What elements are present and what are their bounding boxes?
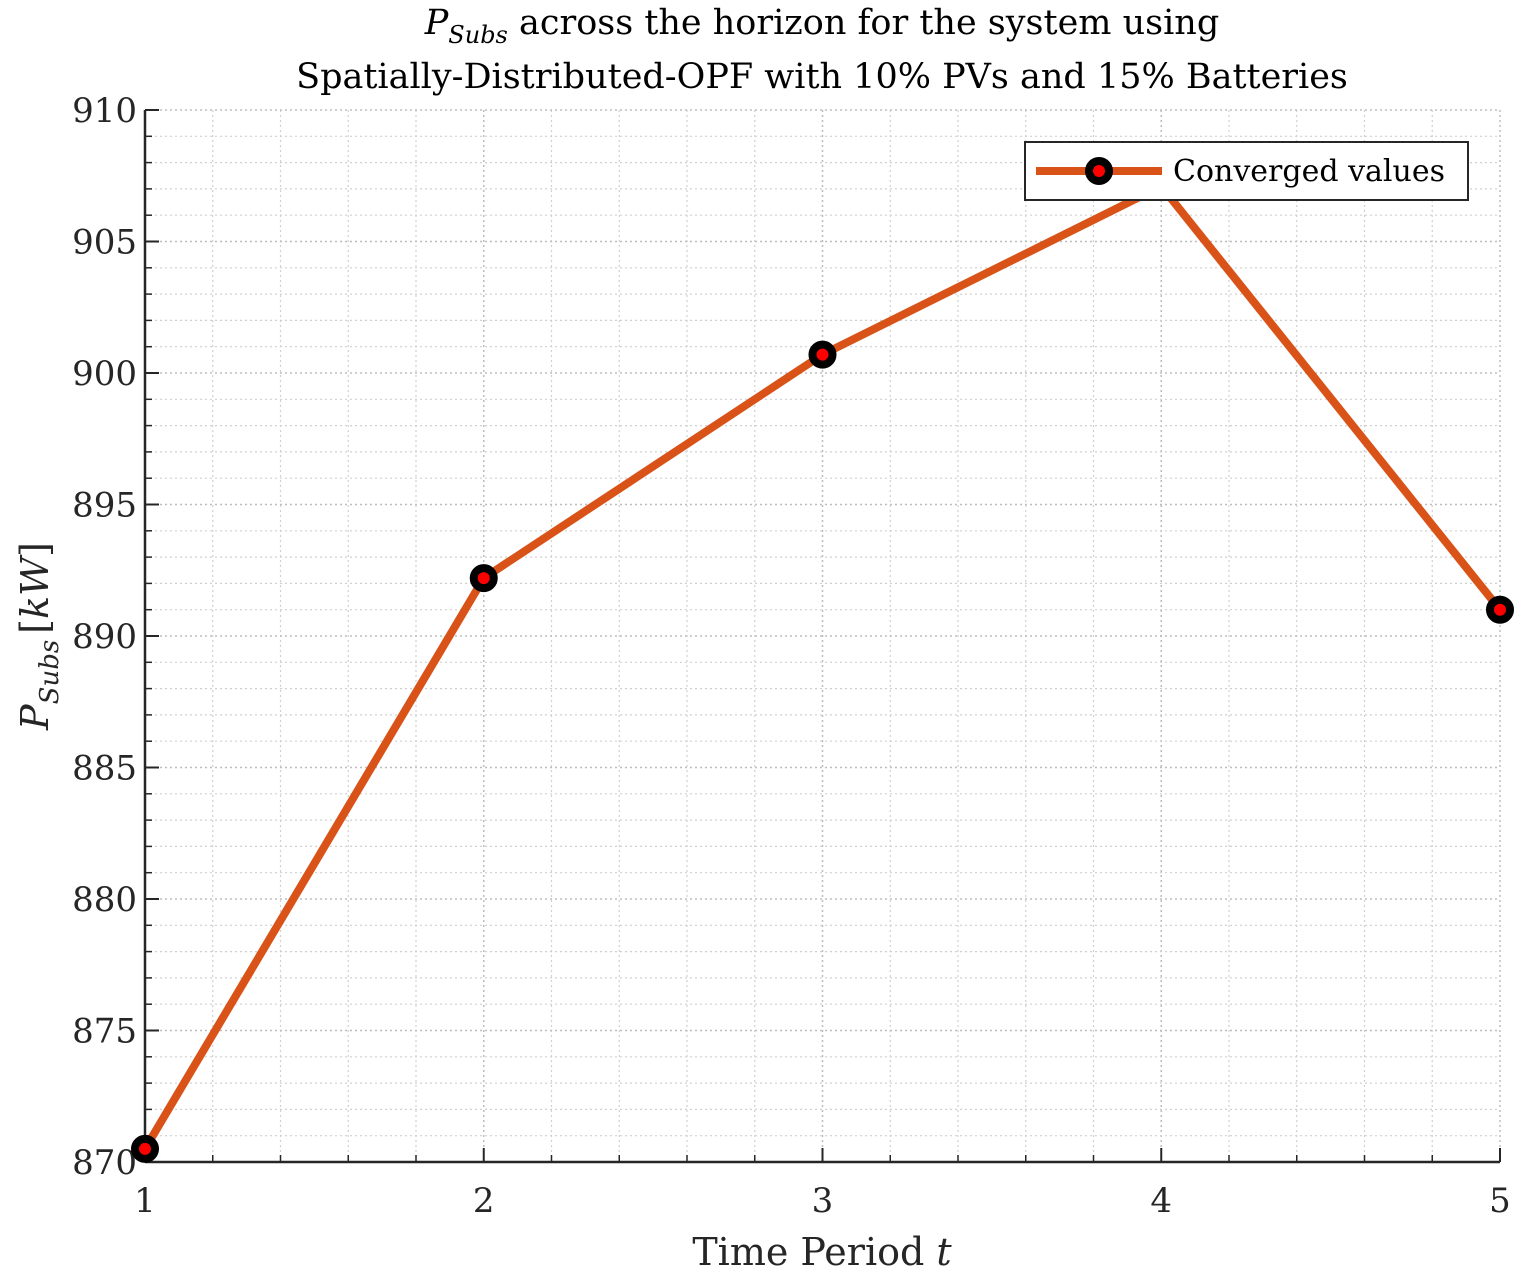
y-axis-label-bracket-open: [ — [13, 619, 57, 634]
data-point-marker — [808, 340, 837, 369]
y-tick-label: 870 — [72, 1143, 137, 1183]
y-axis-label-symbol: P — [13, 703, 57, 731]
data-point-marker — [131, 1134, 159, 1163]
legend-label: Converged values — [1173, 154, 1445, 189]
legend-marker-sample — [1085, 157, 1113, 185]
x-tick-label: 1 — [134, 1181, 156, 1221]
title-rest: across the horizon for the system using — [508, 3, 1219, 43]
y-axis-label-unit: kW — [13, 554, 57, 619]
chart-title-line-1: PSubs across the horizon for the system … — [424, 3, 1220, 49]
y-axis-label-bracket-close: ] — [13, 542, 57, 557]
y-tick-label: 890 — [72, 617, 137, 657]
y-axis-label: PSubs [kW] — [13, 542, 65, 731]
chart-title-line-2: Spatially-Distributed-OPF with 10% PVs a… — [296, 57, 1348, 97]
data-point-marker — [1486, 595, 1514, 624]
y-tick-label: 900 — [72, 354, 137, 394]
legend: Converged values — [1024, 141, 1469, 201]
y-tick-label: 880 — [72, 880, 137, 920]
y-tick-label: 910 — [72, 91, 137, 131]
tick-labels: 1 2 3 4 5 870 875 880 885 890 895 900 905 910 — [72, 91, 1511, 1221]
x-axis-label-variable: t — [936, 1230, 952, 1274]
y-tick-label: 905 — [72, 223, 137, 263]
axes — [143, 109, 1501, 1164]
x-tick-label: 5 — [1489, 1181, 1511, 1221]
data-point-marker — [469, 564, 498, 593]
x-tick-label: 3 — [812, 1181, 834, 1221]
title-subscript: Subs — [448, 21, 508, 49]
y-tick-label: 885 — [72, 749, 137, 789]
grid — [144, 109, 1501, 1163]
y-axis-label-subscript: Subs — [35, 640, 65, 705]
x-tick-label: 4 — [1150, 1181, 1172, 1221]
x-axis-label-text: Time Period — [692, 1230, 936, 1274]
y-tick-label: 875 — [72, 1012, 137, 1052]
x-tick-label: 2 — [473, 1181, 495, 1221]
title-symbol: P — [424, 3, 450, 43]
x-axis-label: Time Period t — [692, 1230, 952, 1274]
y-tick-label: 895 — [72, 486, 137, 526]
